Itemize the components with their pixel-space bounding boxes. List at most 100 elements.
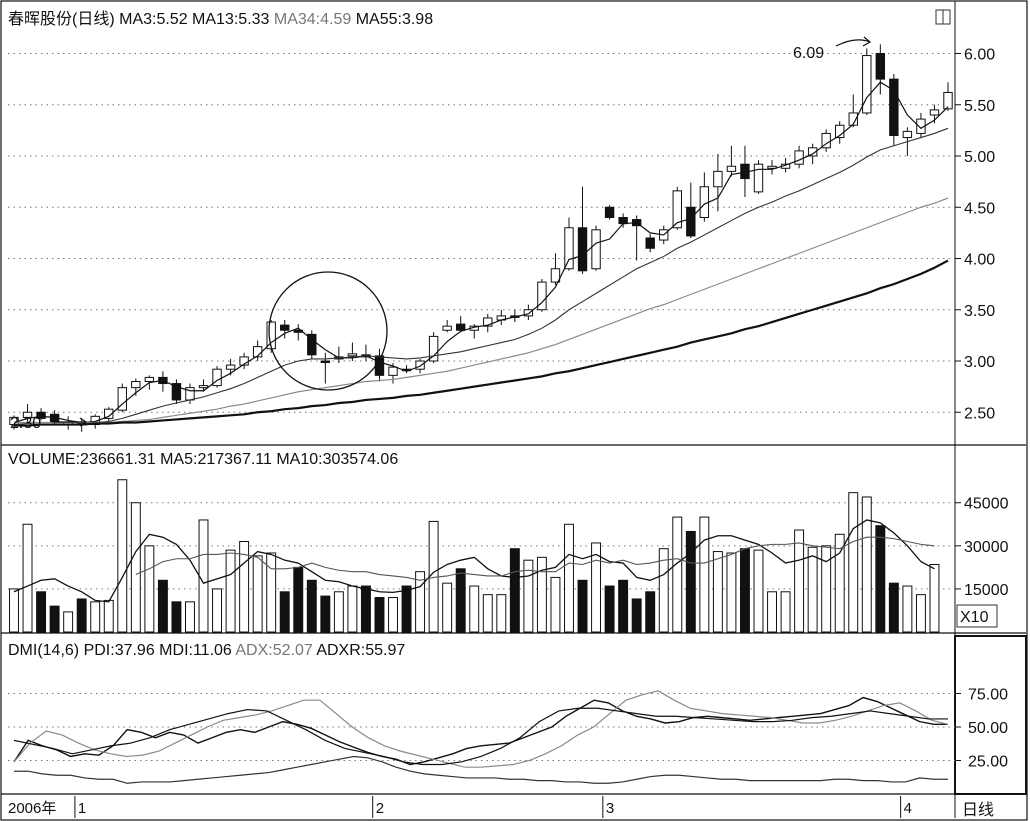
candle-body (929, 109, 940, 116)
candle-body (483, 317, 493, 327)
volume-bar (388, 597, 398, 633)
x-axis-month-label: 3 (606, 800, 614, 817)
chart-labels: 6.00 5.50 5.00 4.50 4.00 3.50 3.00 2.50 45000 300… (8, 47, 1009, 818)
volume-bar (266, 552, 277, 633)
volume-bar (374, 597, 385, 633)
candle-body (104, 408, 114, 419)
volume-bar (279, 591, 290, 633)
candle-body (22, 411, 33, 418)
volume-bar (645, 591, 656, 633)
header-item: MA55:3.98 (351, 11, 433, 28)
volume-bar (577, 579, 588, 633)
price-tick-label: 3.50 (964, 303, 995, 320)
x-axis-month-label: 1 (78, 800, 86, 817)
volume-unit-box (956, 604, 998, 628)
volume-bar (225, 549, 236, 633)
ma3-line (13, 81, 949, 424)
low-price-arrow (52, 417, 88, 427)
volume-bar (807, 546, 818, 633)
high-price-label: 6.09 (793, 45, 824, 62)
volume-bar (401, 585, 412, 633)
price-tick-label: 2.50 (964, 405, 995, 422)
volume-bar (171, 601, 182, 633)
candle-body (144, 376, 155, 382)
candle-body (902, 130, 913, 139)
volume-bar (482, 594, 493, 633)
period-label: 日线 (962, 801, 994, 819)
candle-body (767, 165, 777, 169)
candle-body (604, 206, 615, 218)
volume-bar (252, 555, 263, 633)
candle-body (198, 385, 209, 389)
volume-bar (739, 548, 750, 633)
volume-bar (360, 585, 371, 633)
volume-tick-label: 45000 (964, 496, 1009, 513)
adxr-line (13, 707, 948, 766)
dmi-axis-box (954, 635, 1027, 795)
volume-bar (902, 585, 913, 633)
volume-bar (239, 541, 250, 633)
volume-bar (564, 523, 574, 633)
volume-bars (9, 479, 940, 633)
header-item: PDI:37.96 (79, 642, 155, 659)
low-price-label: 2.30 (10, 415, 41, 432)
pdi-line (13, 696, 948, 766)
candle-body (212, 368, 222, 387)
volume-bar (347, 585, 358, 633)
price-tick-label: 5.00 (964, 149, 995, 166)
volume-bar (415, 571, 426, 633)
header-item: MA13:5.33 (188, 11, 270, 28)
volume-bar (90, 601, 101, 633)
volume-bar (618, 579, 629, 633)
mdi-line (14, 755, 948, 784)
candle-body (686, 206, 696, 237)
candle-body (537, 281, 547, 311)
volume-bar (22, 523, 33, 633)
volume-bar (9, 588, 19, 633)
volume-bar (157, 579, 168, 633)
candle-body (564, 227, 574, 270)
candlestick-series (9, 44, 953, 432)
volume-bar (144, 545, 155, 633)
candle-body (307, 333, 317, 356)
volume-bar (848, 492, 859, 633)
volume-tick-label: 30000 (964, 539, 1009, 556)
candle-body (455, 323, 466, 331)
price-tick-label: 5.50 (964, 98, 995, 115)
volume-bar (875, 525, 886, 633)
candle-body (726, 165, 737, 172)
volume-bar (753, 549, 764, 633)
price-tick-label: 4.00 (964, 252, 995, 269)
volume-bar (672, 516, 683, 633)
candle-body (753, 163, 764, 193)
price-panel-header: 春晖股份(日线) MA3:5.52 MA13:5.33 MA34:4.59 MA… (8, 10, 433, 28)
candle-body (550, 268, 561, 283)
volume-bar (293, 566, 304, 633)
candle-body (320, 360, 331, 363)
volume-bar (130, 502, 141, 633)
candle-body (794, 150, 804, 165)
volume-bar (685, 530, 696, 633)
price-tick-label: 4.50 (964, 200, 995, 217)
candle-body (645, 237, 655, 249)
volume-bar (834, 533, 845, 633)
volume-bar (915, 594, 926, 633)
dmi-tick-label: 50.00 (968, 720, 1008, 737)
volume-bar (442, 582, 453, 633)
x-axis-year-label: 2006年 (8, 800, 56, 817)
moving-average-lines (13, 81, 949, 427)
header-item: MA3:5.52 (115, 11, 188, 28)
volume-bar (726, 552, 737, 633)
candle-body (171, 383, 182, 401)
candle-body (225, 364, 236, 370)
consolidation-highlight-circle (268, 271, 388, 391)
candle-body (713, 170, 723, 188)
header-item: ADXR:55.97 (313, 642, 406, 659)
candle-body (131, 381, 141, 389)
header-item: MDI:11.06 (155, 642, 232, 659)
high-price-arrow (835, 36, 872, 47)
volume-bar (631, 598, 642, 633)
candle-body (862, 55, 872, 114)
ma55-line (14, 259, 949, 427)
header-item: ADX:52.07 (232, 642, 313, 659)
